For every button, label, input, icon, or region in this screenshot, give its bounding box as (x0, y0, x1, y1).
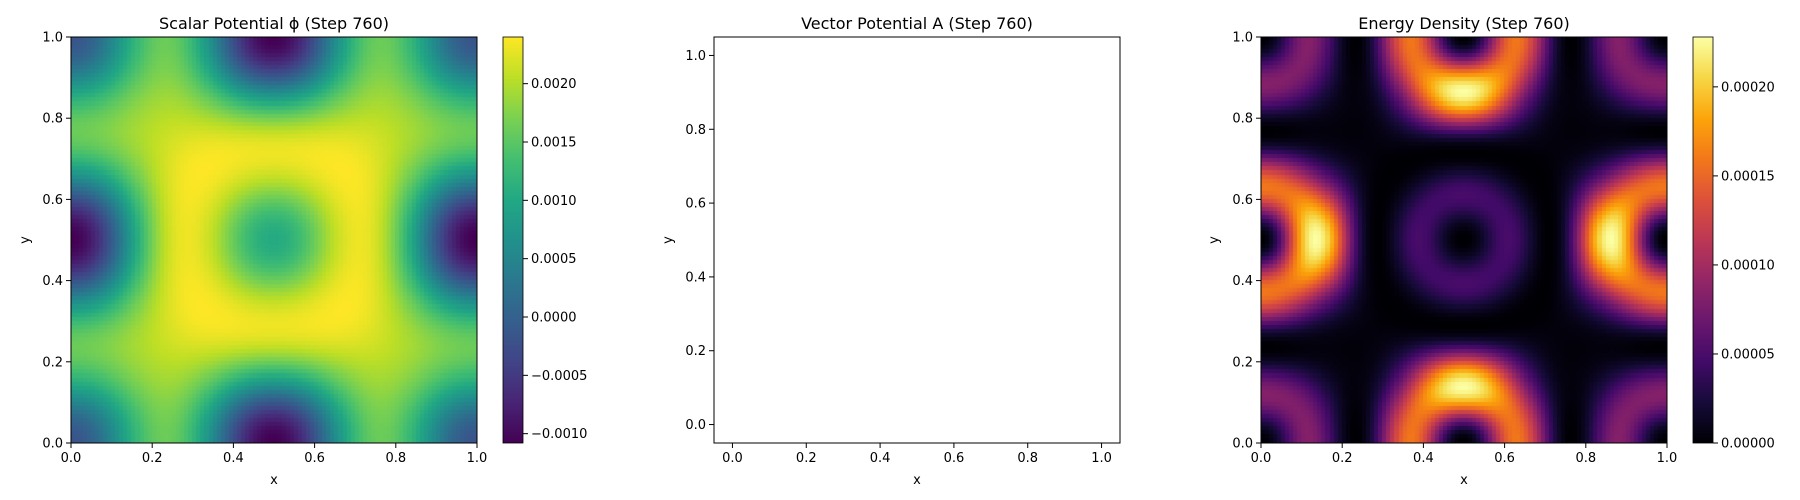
y-tick-label: 0.8 (685, 123, 706, 138)
panel1-heatmap-container (71, 37, 477, 443)
y-tick-label: 0.2 (1232, 355, 1253, 370)
x-tick-label: 0.2 (796, 451, 817, 466)
scalar-potential-heatmap (71, 37, 477, 443)
y-tick-label: 0.6 (1232, 193, 1253, 208)
x-tick-label: 0.6 (1494, 451, 1515, 466)
colorbar-tick-label: 0.0010 (531, 194, 577, 209)
x-tick-label: 0.6 (304, 451, 325, 466)
y-tick-label: 1.0 (42, 31, 63, 46)
panel2-x-ticks: 0.0 0.2 0.4 0.6 0.8 1.0 (722, 443, 1112, 466)
y-tick-label: 0.8 (1232, 112, 1253, 127)
panel3-colorbar-ticks: 0.00000 0.00005 0.00010 0.00015 0.00020 (1713, 80, 1775, 452)
y-tick-label: 0.0 (685, 418, 706, 433)
panel1-colorbar-ticks: −0.0010 −0.0005 0.0000 0.0005 0.0010 0.0015 0.… (523, 77, 587, 442)
panel2-title: Vector Potential A (Step 760) (801, 14, 1033, 33)
y-tick-label: 1.0 (685, 49, 706, 64)
panel3-x-ticks: 0.0 0.2 0.4 0.6 0.8 1.0 (1251, 443, 1678, 466)
y-tick-label: 0.4 (42, 274, 63, 289)
panel3-heatmap-container (1261, 37, 1667, 443)
panel2-axes-frame (713, 36, 1121, 444)
colorbar-tick-label: −0.0005 (531, 369, 587, 384)
x-tick-label: 1.0 (467, 451, 488, 466)
panel1-x-ticks: 0.0 0.2 0.4 0.6 0.8 1.0 (61, 443, 488, 466)
energy-density-heatmap (1261, 37, 1667, 443)
panel1-axes-frame (70, 36, 478, 444)
x-tick-label: 0.8 (1575, 451, 1596, 466)
y-tick-label: 0.4 (1232, 274, 1253, 289)
x-tick-label: 0.2 (1332, 451, 1353, 466)
x-tick-label: 0.0 (61, 451, 82, 466)
panel-energy-density: Energy Density (Step 760) 0.0 0.2 0.4 0.6 0.… (1207, 14, 1775, 488)
x-tick-label: 0.6 (944, 451, 965, 466)
colorbar-tick-label: 0.0005 (531, 252, 577, 267)
panel3-axes-frame (1260, 36, 1668, 444)
colorbar-tick-label: 0.00000 (1721, 437, 1775, 452)
y-tick-label: 0.6 (685, 197, 706, 212)
panel3-y-ticks: 0.0 0.2 0.4 0.6 0.8 1.0 (1232, 31, 1261, 452)
y-tick-label: 0.6 (42, 193, 63, 208)
x-tick-label: 0.4 (1413, 451, 1434, 466)
panel1-title: Scalar Potential ϕ (Step 760) (159, 14, 389, 33)
panel1-xlabel: x (270, 473, 278, 488)
colorbar-tick-label: 0.0020 (531, 77, 577, 92)
y-tick-label: 0.4 (685, 270, 706, 285)
x-tick-label: 1.0 (1091, 451, 1112, 466)
y-tick-label: 0.2 (685, 344, 706, 359)
panel2-y-ticks: 0.0 0.2 0.4 0.6 0.8 1.0 (685, 49, 714, 433)
y-tick-label: 1.0 (1232, 31, 1253, 46)
colorbar-tick-label: −0.0010 (531, 427, 587, 442)
panel3-xlabel: x (1460, 473, 1468, 488)
x-tick-label: 0.8 (1017, 451, 1038, 466)
panel-vector-potential: Vector Potential A (Step 760) 0.0 0.2 0.4 0… (661, 14, 1121, 488)
panel1-y-ticks: 0.0 0.2 0.4 0.6 0.8 1.0 (42, 31, 71, 452)
panel3-colorbar (1692, 36, 1714, 444)
y-tick-label: 0.2 (42, 355, 63, 370)
colorbar-tick-label: 0.00015 (1721, 169, 1775, 184)
colorbar-tick-label: 0.00010 (1721, 258, 1775, 273)
x-tick-label: 1.0 (1657, 451, 1678, 466)
panel1-ylabel: y (18, 236, 33, 244)
x-tick-label: 0.4 (870, 451, 891, 466)
colorbar-tick-label: 0.00020 (1721, 80, 1775, 95)
x-tick-label: 0.0 (722, 451, 743, 466)
y-tick-label: 0.0 (1232, 437, 1253, 452)
panel-scalar-potential: Scalar Potential ϕ (Step 760) 0.0 0.2 0.4 0… (18, 14, 587, 488)
panel3-title: Energy Density (Step 760) (1358, 14, 1570, 33)
colorbar-tick-label: 0.0015 (531, 136, 577, 151)
x-tick-label: 0.4 (223, 451, 244, 466)
panel2-xlabel: x (913, 473, 921, 488)
panel1-colorbar (502, 36, 524, 444)
x-tick-label: 0.2 (142, 451, 163, 466)
panel3-ylabel: y (1207, 236, 1222, 244)
colorbar-tick-label: 0.0000 (531, 311, 577, 326)
panel2-ylabel: y (661, 236, 676, 244)
colorbar-tick-label: 0.00005 (1721, 347, 1775, 362)
x-tick-label: 0.8 (385, 451, 406, 466)
y-tick-label: 0.0 (42, 437, 63, 452)
y-tick-label: 0.8 (42, 112, 63, 127)
x-tick-label: 0.0 (1251, 451, 1272, 466)
